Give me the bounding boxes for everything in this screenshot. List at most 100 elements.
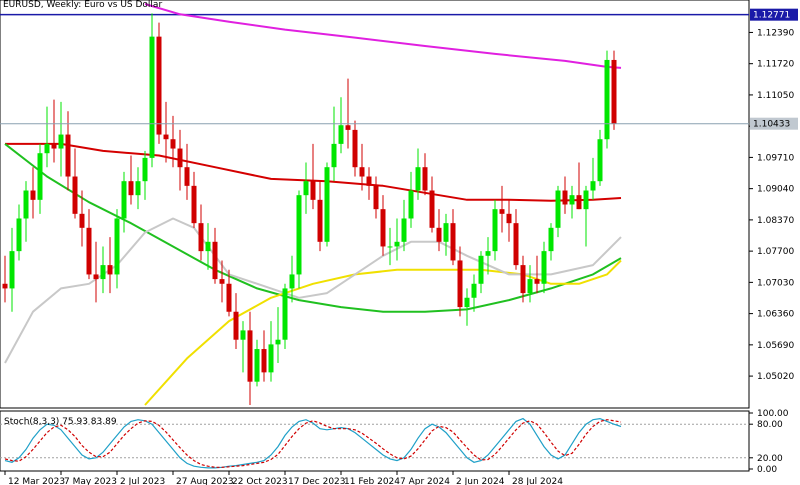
candle-body	[576, 195, 582, 210]
candle	[583, 185, 589, 247]
stoch-k-line	[4, 417, 622, 469]
candle	[576, 162, 582, 210]
candle-body	[303, 181, 309, 196]
candle	[597, 129, 603, 186]
candle	[191, 171, 197, 228]
candle-body	[352, 129, 358, 168]
candle-body	[450, 223, 456, 261]
x-tick-label: 7 May 2023	[64, 477, 117, 485]
candle	[555, 185, 561, 238]
candle-body	[492, 209, 498, 252]
candle	[233, 293, 239, 350]
candle-body	[23, 190, 29, 219]
candle-body	[30, 190, 36, 200]
candle-body	[212, 241, 218, 280]
y-tick-label: 1.05020	[757, 372, 794, 382]
candle-body	[142, 157, 148, 182]
candle-body	[408, 190, 414, 219]
candle	[513, 209, 519, 270]
candle-body	[86, 227, 92, 275]
candle	[16, 204, 22, 261]
candle	[296, 190, 302, 289]
candle	[170, 115, 176, 168]
candle-body	[317, 199, 323, 242]
candle-body	[478, 255, 484, 284]
candle	[415, 148, 421, 200]
stoch-d-line	[4, 419, 622, 468]
candle-body	[149, 36, 155, 158]
candle-body	[604, 59, 610, 140]
candle	[457, 246, 463, 317]
candle	[541, 241, 547, 294]
candle	[324, 162, 330, 247]
candle	[212, 227, 218, 284]
y-tick-label: 1.08370	[757, 216, 794, 226]
candle	[2, 255, 8, 303]
y-tick-label: 1.12390	[757, 28, 794, 38]
candle	[226, 269, 232, 317]
candle	[527, 265, 533, 303]
candle	[121, 171, 127, 233]
candle-body	[401, 218, 407, 242]
candle-body	[569, 195, 575, 205]
moving-average-line	[5, 142, 622, 202]
candle	[149, 13, 155, 168]
candle	[261, 330, 267, 382]
candle-body	[240, 330, 246, 340]
stoch-pane-frame	[0, 410, 750, 472]
candle	[611, 50, 617, 130]
candle	[107, 237, 113, 294]
candle-body	[100, 265, 106, 280]
candle	[373, 176, 379, 219]
candle-body	[324, 167, 330, 242]
candle	[436, 209, 442, 252]
candle-body	[527, 279, 533, 294]
candle-body	[548, 227, 554, 252]
candle	[51, 99, 57, 163]
y-tick-label: 1.05690	[757, 341, 794, 351]
x-tick-label: 28 Jul 2024	[512, 477, 563, 485]
y-tick-label: 1.07700	[757, 247, 794, 257]
candle-body	[499, 209, 505, 214]
candle-body	[9, 251, 15, 289]
candle	[604, 50, 610, 149]
candle	[520, 255, 526, 303]
candle-body	[611, 59, 617, 124]
candle-body	[16, 218, 22, 252]
candle-body	[562, 190, 568, 205]
candle-body	[184, 167, 190, 186]
candle-body	[44, 143, 50, 154]
candle	[44, 106, 50, 168]
candle	[408, 171, 414, 228]
candle-body	[331, 143, 337, 168]
candle	[338, 97, 344, 154]
candle	[219, 260, 225, 303]
candle	[58, 101, 64, 177]
candle-body	[79, 213, 85, 228]
candle-body	[506, 213, 512, 224]
candle-body	[394, 241, 400, 247]
candle	[569, 185, 575, 219]
candle-body	[289, 274, 295, 289]
y-tick-label: 1.11050	[757, 91, 794, 101]
candle	[135, 167, 141, 210]
candle-body	[443, 223, 449, 242]
candle	[23, 181, 29, 242]
candle	[562, 176, 568, 214]
candle-body	[233, 311, 239, 340]
candle-body	[51, 143, 57, 149]
candle	[72, 148, 78, 219]
candle	[275, 307, 281, 364]
high-level-badge	[750, 8, 798, 21]
candle-body	[170, 139, 176, 149]
candle	[380, 195, 386, 256]
high-level-label: 1.12771	[753, 11, 790, 21]
candle	[65, 111, 71, 191]
price-plot	[0, 3, 749, 406]
candle-body	[198, 223, 204, 252]
candle-body	[436, 227, 442, 242]
candle	[93, 241, 99, 303]
candle-body	[296, 195, 302, 275]
candle	[86, 209, 92, 280]
